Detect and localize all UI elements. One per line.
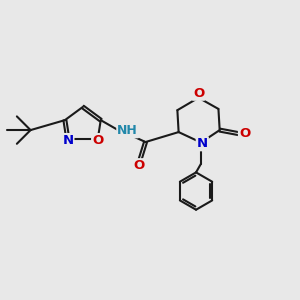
- Text: N: N: [197, 137, 208, 150]
- Text: O: O: [193, 87, 204, 100]
- Text: N: N: [62, 134, 74, 147]
- Text: NH: NH: [117, 124, 138, 137]
- Text: O: O: [92, 134, 103, 147]
- Text: O: O: [239, 127, 250, 140]
- Text: O: O: [134, 159, 145, 172]
